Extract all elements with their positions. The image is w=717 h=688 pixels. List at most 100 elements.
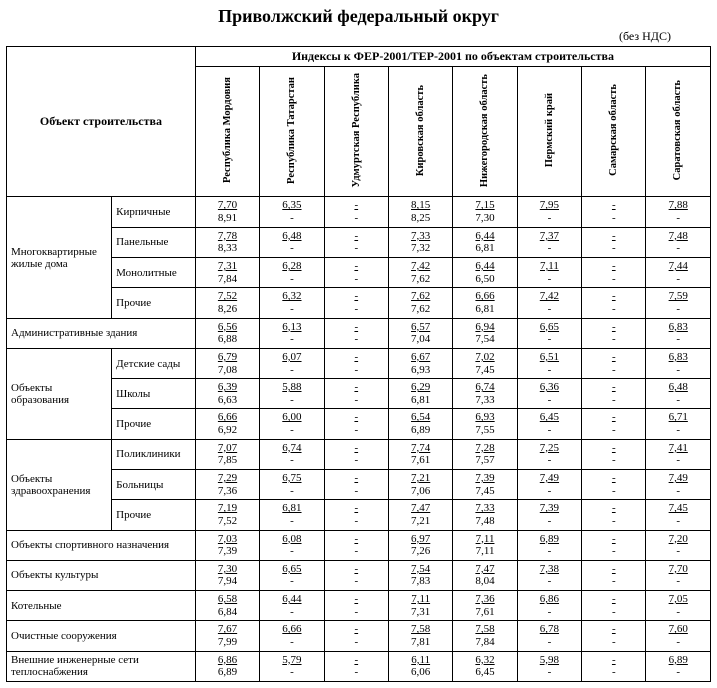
value-cell: -- [324,500,388,530]
value-cell: -- [582,530,646,560]
value-cell: 7,49- [517,470,581,500]
table-body: Многоквартирные жилые домаКирпичные7,708… [7,197,711,682]
value-cell: 6,566,88 [195,318,259,348]
value-cell: -- [582,651,646,681]
table-row: Монолитные7,317,846,28---7,427,626,446,5… [7,258,711,288]
table-row: Внешние инженерные сети теплоснабжения6,… [7,651,711,681]
value-cell: 7,677,99 [195,621,259,651]
value-cell: 7,41- [646,439,711,469]
value-cell: -- [582,500,646,530]
value-cell: 6,44- [260,591,324,621]
value-cell: -- [324,409,388,439]
value-cell: 7,587,84 [453,621,517,651]
table-row: Панельные7,788,336,48---7,337,326,446,81… [7,227,711,257]
value-cell: 7,25- [517,439,581,469]
value-cell: 7,39- [517,500,581,530]
value-cell: -- [582,409,646,439]
value-cell: 7,627,62 [388,288,452,318]
value-cell: 6,89- [646,651,711,681]
table-head: Объект строительства Индексы к ФЕР-2001/… [7,47,711,197]
value-cell: 6,666,81 [453,288,517,318]
value-cell: 7,88- [646,197,711,227]
value-cell: 6,89- [517,530,581,560]
value-cell: 7,44- [646,258,711,288]
value-cell: 6,86- [517,591,581,621]
value-cell: -- [324,591,388,621]
value-cell: 6,296,81 [388,379,452,409]
value-cell: 6,797,08 [195,348,259,378]
value-cell: 7,157,30 [453,197,517,227]
value-cell: 7,747,61 [388,439,452,469]
value-cell: 6,66- [260,621,324,651]
object-header: Объект строительства [7,47,196,197]
value-cell: 5,98- [517,651,581,681]
value-cell: 7,45- [646,500,711,530]
subcategory-cell: Прочие [112,500,196,530]
value-cell: 6,28- [260,258,324,288]
value-cell: 8,158,25 [388,197,452,227]
value-cell: 7,337,48 [453,500,517,530]
value-cell: 7,587,81 [388,621,452,651]
category-cell: Очистные сооружения [7,621,196,651]
subcategory-cell: Кирпичные [112,197,196,227]
value-cell: 7,427,62 [388,258,452,288]
category-cell: Объекты образования [7,348,112,439]
table-row: Больницы7,297,366,75---7,217,067,397,457… [7,470,711,500]
value-cell: 5,79- [260,651,324,681]
region-header-7: Саратовская область [646,67,711,197]
value-cell: -- [582,348,646,378]
value-cell: -- [324,470,388,500]
value-cell: -- [324,348,388,378]
value-cell: 6,937,55 [453,409,517,439]
value-cell: -- [324,651,388,681]
value-cell: 7,20- [646,530,711,560]
value-cell: 7,478,04 [453,560,517,590]
subcategory-cell: Детские сады [112,348,196,378]
value-cell: 6,666,92 [195,409,259,439]
subcategory-cell: Больницы [112,470,196,500]
value-cell: 7,38- [517,560,581,590]
value-cell: -- [324,560,388,590]
subcategory-cell: Монолитные [112,258,196,288]
value-cell: -- [582,258,646,288]
value-cell: 6,13- [260,318,324,348]
value-cell: 7,077,85 [195,439,259,469]
value-cell: 6,08- [260,530,324,560]
value-cell: 7,48- [646,227,711,257]
value-cell: -- [582,318,646,348]
value-cell: 6,71- [646,409,711,439]
value-cell: -- [582,288,646,318]
category-cell: Объекты культуры [7,560,196,590]
value-cell: 6,32- [260,288,324,318]
value-cell: -- [582,227,646,257]
value-cell: -- [582,621,646,651]
region-header-6: Самарская область [582,67,646,197]
value-cell: 7,37- [517,227,581,257]
value-cell: 7,528,26 [195,288,259,318]
table-row: Многоквартирные жилые домаКирпичные7,708… [7,197,711,227]
table-row: Прочие7,528,266,32---7,627,626,666,817,4… [7,288,711,318]
value-cell: 7,287,57 [453,439,517,469]
value-cell: 7,117,11 [453,530,517,560]
subcategory-cell: Прочие [112,409,196,439]
value-cell: 6,116,06 [388,651,452,681]
value-cell: 7,217,06 [388,470,452,500]
table-row: Объекты спортивного назначения7,037,396,… [7,530,711,560]
value-cell: 6,326,45 [453,651,517,681]
category-cell: Многоквартирные жилые дома [7,197,112,318]
region-header-0: Республика Мордовия [195,67,259,197]
value-cell: 6,74- [260,439,324,469]
value-cell: 6,65- [260,560,324,590]
subcategory-cell: Поликлиники [112,439,196,469]
value-cell: 6,446,81 [453,227,517,257]
value-cell: 5,88- [260,379,324,409]
value-cell: 6,48- [646,379,711,409]
value-cell: 6,947,54 [453,318,517,348]
value-cell: 6,65- [517,318,581,348]
index-table: Объект строительства Индексы к ФЕР-2001/… [6,46,711,682]
value-cell: 6,446,50 [453,258,517,288]
table-row: Административные здания6,566,886,13---6,… [7,318,711,348]
value-cell: 7,397,45 [453,470,517,500]
value-cell: 6,35- [260,197,324,227]
value-cell: -- [582,560,646,590]
